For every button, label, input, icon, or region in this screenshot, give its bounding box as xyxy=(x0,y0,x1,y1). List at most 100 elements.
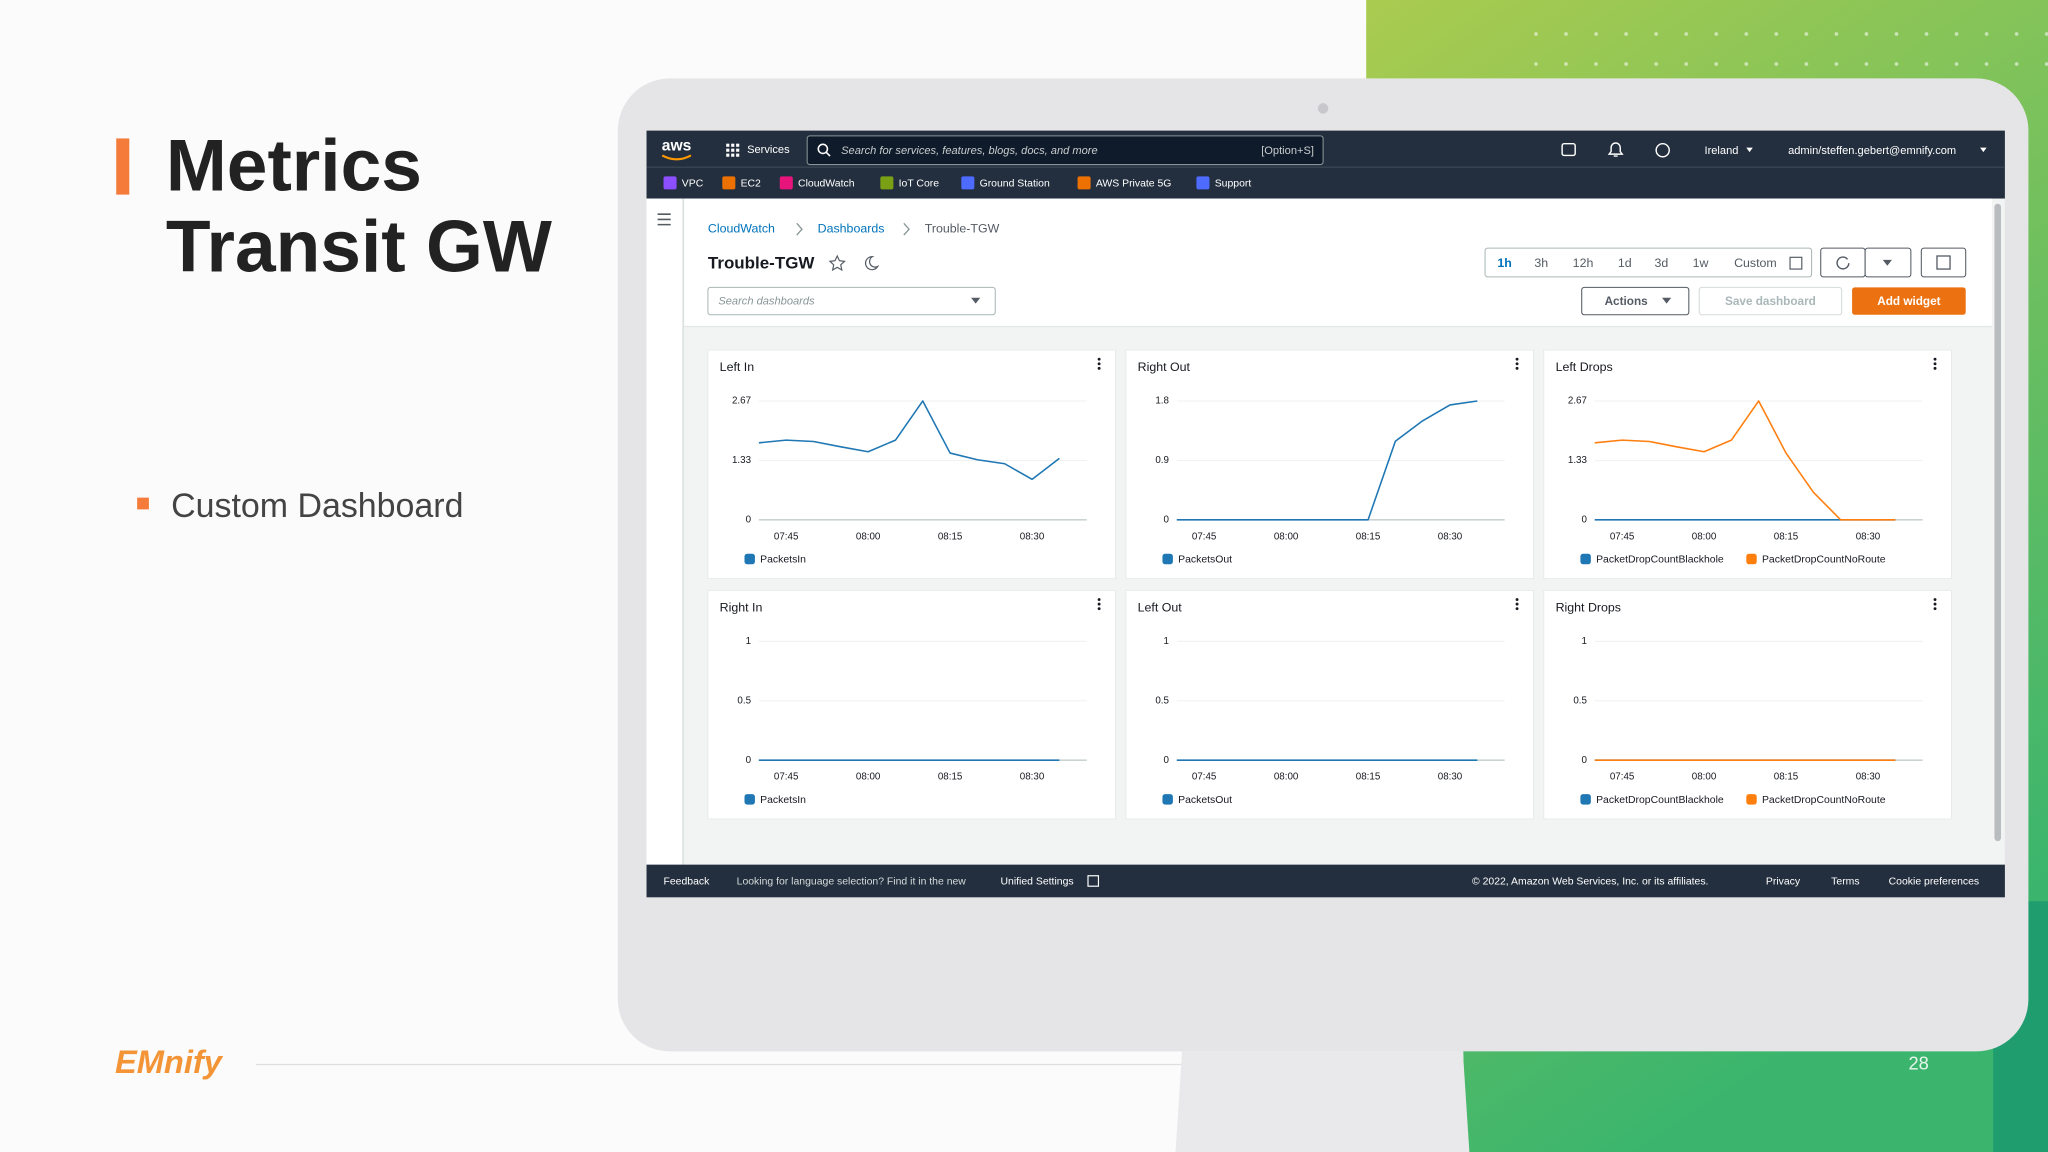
time-range-option[interactable]: 3h xyxy=(1534,256,1548,270)
menu-dot xyxy=(1933,607,1937,611)
time-range-option[interactable]: 1h xyxy=(1497,256,1511,270)
menu-dot xyxy=(1933,602,1937,606)
x-tick-label: 07:45 xyxy=(1610,531,1635,542)
y-tick-label: 0.5 xyxy=(1573,695,1587,706)
breadcrumb: CloudWatch Dashboards Trouble-TGW xyxy=(708,222,1000,236)
y-tick-label: 0 xyxy=(1164,514,1170,525)
save-button[interactable] xyxy=(1698,286,1843,316)
widget-menu[interactable] xyxy=(1097,357,1101,370)
favorite-link[interactable]: Support xyxy=(1215,178,1252,189)
refresh-button[interactable] xyxy=(1820,247,1866,278)
widget: Left In 0 1.33 2.67 07:45 08:00 08:15 08:30 Pack… xyxy=(707,349,1116,580)
legend-label: PacketDropCountNoRoute xyxy=(1762,795,1886,806)
cookie-link[interactable]: Cookie preferences xyxy=(1889,876,1980,887)
camera xyxy=(1317,103,1329,114)
x-tick-label: 08:00 xyxy=(1274,772,1299,783)
favorite-link[interactable]: EC2 xyxy=(741,178,761,189)
widget-title: Left Out xyxy=(1138,600,1183,614)
series-line xyxy=(758,400,1060,481)
feedback-link[interactable]: Feedback xyxy=(664,876,711,887)
legend-swatch xyxy=(744,553,755,565)
terms-link[interactable]: Terms xyxy=(1831,876,1859,887)
widget-title: Right Drops xyxy=(1556,600,1621,614)
legend-swatch xyxy=(1162,553,1173,565)
calendar-icon[interactable] xyxy=(1789,256,1803,270)
favorite-star[interactable] xyxy=(828,254,846,272)
scrollbar[interactable] xyxy=(1994,203,2001,842)
fullscreen-button[interactable] xyxy=(1920,247,1967,278)
time-ranges: 1h 3h 12h 1d 3d 1w Custom xyxy=(1497,256,1776,270)
services-icon[interactable] xyxy=(726,143,740,157)
y-tick-label: 0 xyxy=(1164,755,1170,766)
time-range-option[interactable]: Custom xyxy=(1734,256,1777,270)
menu-dot xyxy=(1515,602,1519,606)
breadcrumb-separator xyxy=(796,222,803,236)
y-tick-label: 2.67 xyxy=(1568,396,1587,407)
add-widget-button[interactable] xyxy=(1852,287,1966,315)
monitor-stand xyxy=(1175,1051,1470,1152)
aws-logo[interactable]: aws xyxy=(662,137,692,154)
refresh-icon xyxy=(1836,256,1850,270)
help-icon[interactable] xyxy=(1655,142,1670,158)
dashboard-search[interactable] xyxy=(707,286,996,316)
y-tick-label: 1 xyxy=(746,636,751,647)
logo: EMnify xyxy=(115,1043,224,1080)
time-range-option[interactable]: 1d xyxy=(1618,256,1632,270)
menu-toggle[interactable] xyxy=(657,213,671,226)
favorite-icon xyxy=(663,176,677,190)
region-menu[interactable]: Ireland xyxy=(1704,145,1738,157)
slide-title: Metrics xyxy=(166,125,422,206)
widget: Left Out 0 0.5 1 07:45 08:00 08:15 08:30 Packets… xyxy=(1125,589,1534,820)
widget-menu[interactable] xyxy=(1933,357,1937,370)
favorite-icon xyxy=(880,176,894,190)
privacy-link[interactable]: Privacy xyxy=(1766,876,1801,887)
favorite-icon xyxy=(722,176,736,190)
widget-menu[interactable] xyxy=(1515,357,1519,370)
external-link-icon xyxy=(1087,875,1100,887)
y-tick-label: 1.8 xyxy=(1155,396,1169,407)
y-tick-label: 0.9 xyxy=(1155,455,1169,466)
favorite-icon xyxy=(1077,176,1091,190)
x-tick-label: 08:15 xyxy=(1356,772,1381,783)
account-menu[interactable]: admin/steffen.gebert@emnify.com xyxy=(1788,145,1956,157)
widget-card xyxy=(1125,349,1534,580)
favorite-link[interactable]: IoT Core xyxy=(899,178,940,189)
breadcrumb-current: Trouble-TGW xyxy=(925,222,1000,236)
breadcrumb-link[interactable]: Dashboards xyxy=(818,222,885,236)
favorite-link[interactable]: CloudWatch xyxy=(798,178,855,189)
favorite-link[interactable]: VPC xyxy=(682,178,704,189)
widget-menu[interactable] xyxy=(1933,598,1937,611)
favorites-bar: VPC EC2 CloudWatch IoT Core Ground Station AW… xyxy=(663,176,1252,190)
time-range-option[interactable]: 3d xyxy=(1654,256,1668,270)
favorite-link[interactable]: AWS Private 5G xyxy=(1096,178,1172,189)
widget-menu[interactable] xyxy=(1097,598,1101,611)
x-tick-label: 08:30 xyxy=(1438,772,1463,783)
favorite-icon xyxy=(779,176,793,190)
favorite-link[interactable]: Ground Station xyxy=(980,178,1050,189)
dark-mode-toggle[interactable] xyxy=(864,256,880,271)
cloudshell-icon[interactable] xyxy=(1561,142,1576,157)
menu-dot xyxy=(1515,607,1519,611)
time-range-option[interactable]: 12h xyxy=(1573,256,1594,270)
search-box[interactable] xyxy=(806,135,1324,166)
unified-settings-link[interactable]: Unified Settings xyxy=(1000,876,1073,887)
legend-swatch xyxy=(1746,794,1757,805)
y-tick-label: 1 xyxy=(1164,636,1169,647)
title-accent xyxy=(116,138,130,195)
time-range-option[interactable]: 1w xyxy=(1693,256,1709,270)
widget-menu[interactable] xyxy=(1515,598,1519,611)
x-tick-label: 07:45 xyxy=(774,772,799,783)
footer-notice: Looking for language selection? Find it … xyxy=(737,876,967,887)
y-tick-label: 1.33 xyxy=(1568,455,1588,466)
breadcrumb-link[interactable]: CloudWatch xyxy=(708,222,775,236)
widget-card xyxy=(707,589,1116,820)
services-menu[interactable]: Services xyxy=(747,144,790,156)
x-tick-label: 08:15 xyxy=(938,772,963,783)
search-icon-handle xyxy=(825,151,831,157)
legend-swatch xyxy=(1162,794,1173,805)
widget-card xyxy=(1125,589,1534,820)
actions-button[interactable] xyxy=(1581,286,1690,316)
notifications-icon[interactable] xyxy=(1607,142,1624,157)
y-tick-label: 0 xyxy=(746,755,752,766)
